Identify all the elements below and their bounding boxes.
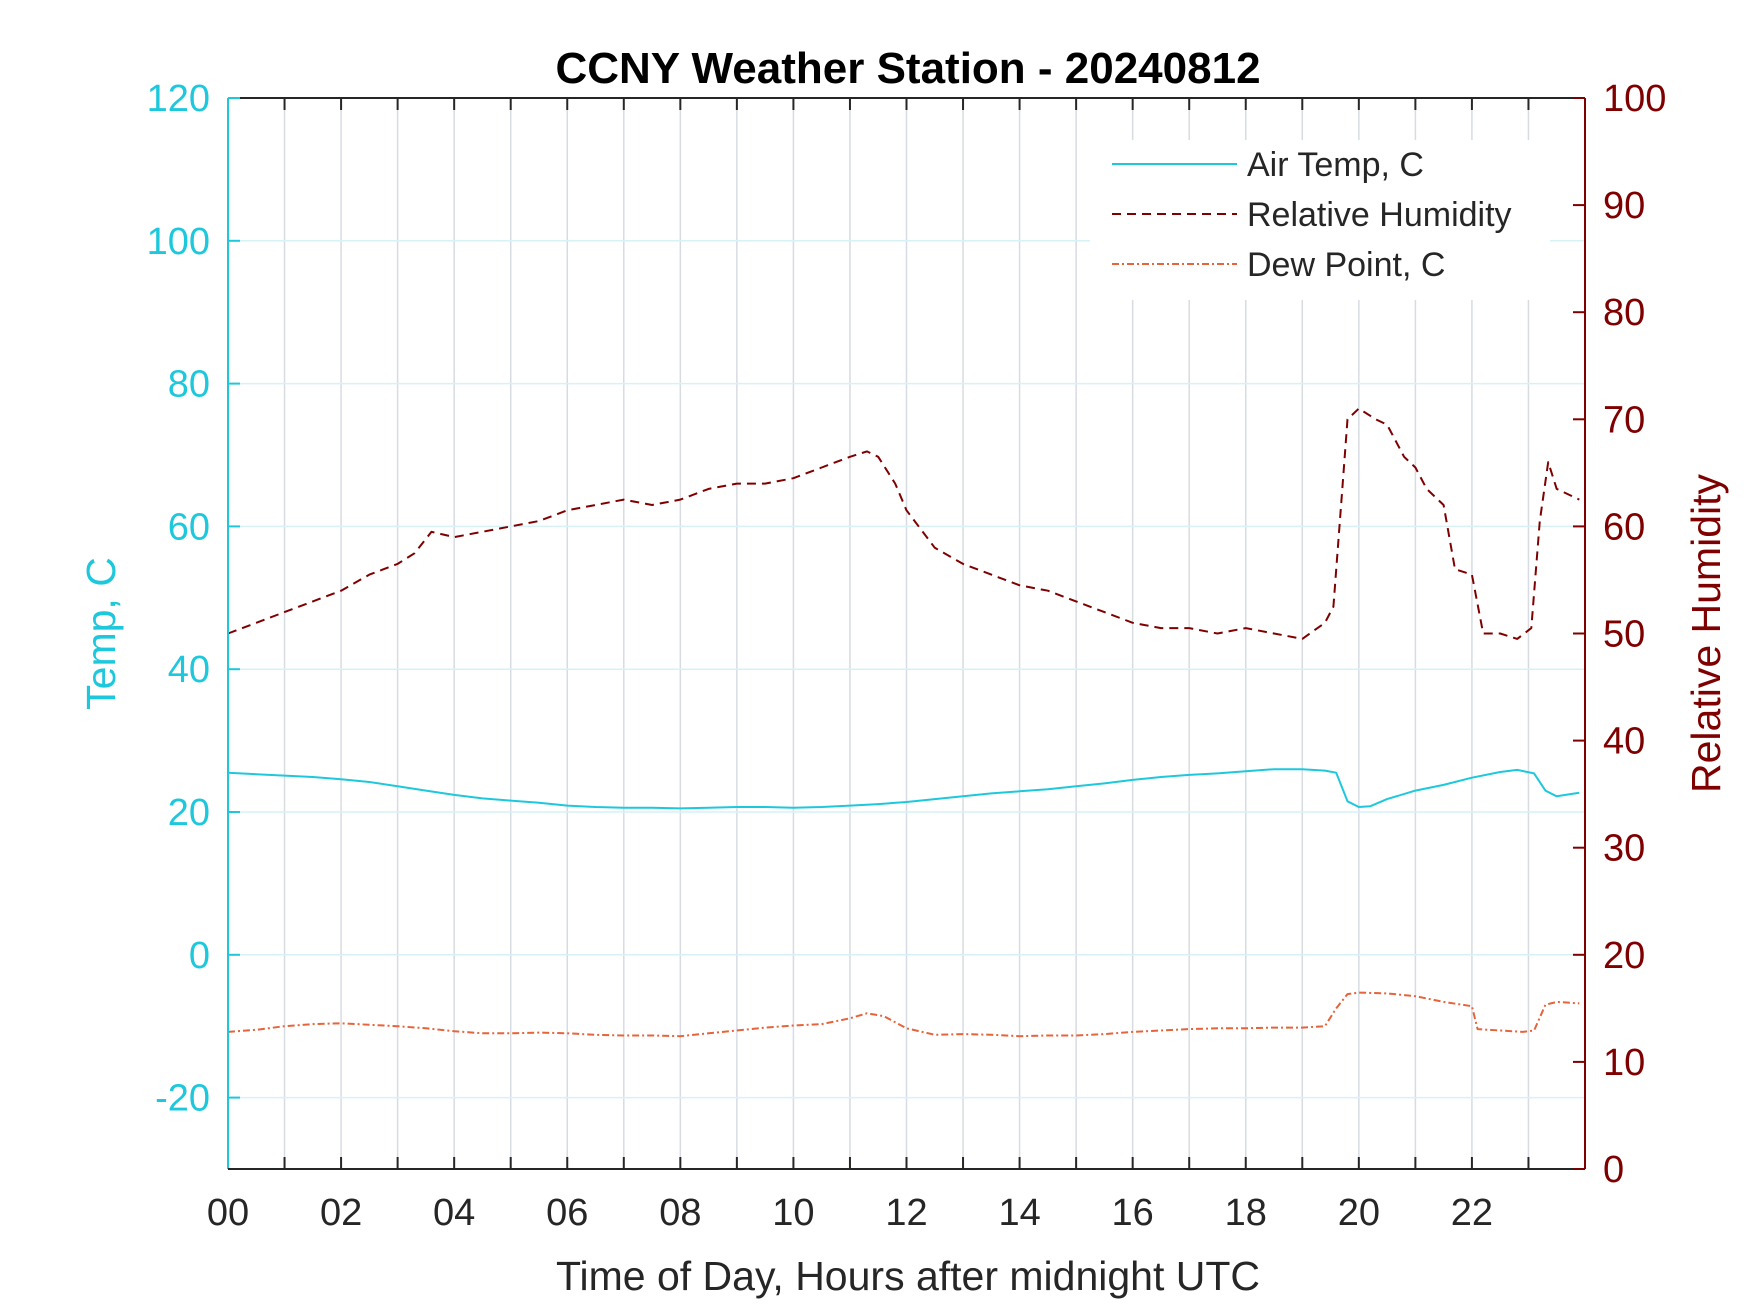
y-right-tick-label: 50	[1603, 614, 1645, 656]
y-axis-left-title: Temp, C	[78, 557, 124, 710]
series-line-relative-humidity	[227, 407, 1580, 640]
legend-box	[1090, 140, 1550, 300]
x-tick-label: 02	[320, 1192, 362, 1234]
y-left-tick-label: 40	[168, 649, 210, 691]
x-tick-label: 08	[659, 1192, 701, 1234]
y-right-tick-label: 60	[1603, 506, 1645, 548]
chart-title: CCNY Weather Station - 20240812	[555, 44, 1260, 93]
y-right-tick-label: 30	[1603, 828, 1645, 870]
x-tick-label: 04	[433, 1192, 475, 1234]
y-left-tick-label: 80	[168, 364, 210, 406]
x-tick-label: 12	[885, 1192, 927, 1234]
series-line-dew-point-c	[227, 991, 1580, 1038]
y-right-tick-label: 100	[1603, 78, 1666, 120]
legend: Air Temp, C Relative Humidity Dew Point,…	[1090, 140, 1550, 300]
grid	[228, 98, 1585, 1169]
y-left-tick-label: 60	[168, 506, 210, 548]
y-left-tick-label: 120	[147, 78, 210, 120]
plot-series	[227, 407, 1580, 1038]
y-left-tick-label: 20	[168, 792, 210, 834]
axes	[227, 97, 1586, 1170]
x-axis-title: Time of Day, Hours after midnight UTC	[556, 1253, 1260, 1299]
x-tick-label: 10	[772, 1192, 814, 1234]
y-right-tick-label: 40	[1603, 721, 1645, 763]
y-left-tick-label: 100	[147, 221, 210, 263]
y-right-tick-label: 70	[1603, 399, 1645, 441]
x-tick-label: 14	[998, 1192, 1040, 1234]
y-left-tick-label: -20	[155, 1078, 210, 1120]
y-right-tick-label: 90	[1603, 185, 1645, 227]
y-left-tick-label: 0	[189, 935, 210, 977]
y-right-tick-label: 10	[1603, 1042, 1645, 1084]
series-line-air-temp-c	[227, 768, 1580, 810]
y-right-tick-label: 20	[1603, 935, 1645, 977]
y-axis-right-title: Relative Humidity	[1683, 474, 1729, 793]
x-tick-label: 06	[546, 1192, 588, 1234]
legend-label-dew-point: Dew Point, C	[1247, 246, 1445, 284]
legend-label-relative-humidity: Relative Humidity	[1247, 196, 1512, 234]
y-right-tick-label: 80	[1603, 292, 1645, 334]
y-right-tick-label: 0	[1603, 1149, 1624, 1191]
x-tick-label: 20	[1338, 1192, 1380, 1234]
tick-labels: 00 02 04 06 08 10 12 14 16 18 20 22-200204060801001…	[147, 78, 1667, 1234]
legend-label-air-temp: Air Temp, C	[1247, 146, 1424, 184]
x-tick-label: 22	[1451, 1192, 1493, 1234]
x-tick-label: 16	[1112, 1192, 1154, 1234]
x-tick-label: 00	[207, 1192, 249, 1234]
x-tick-label: 18	[1225, 1192, 1267, 1234]
